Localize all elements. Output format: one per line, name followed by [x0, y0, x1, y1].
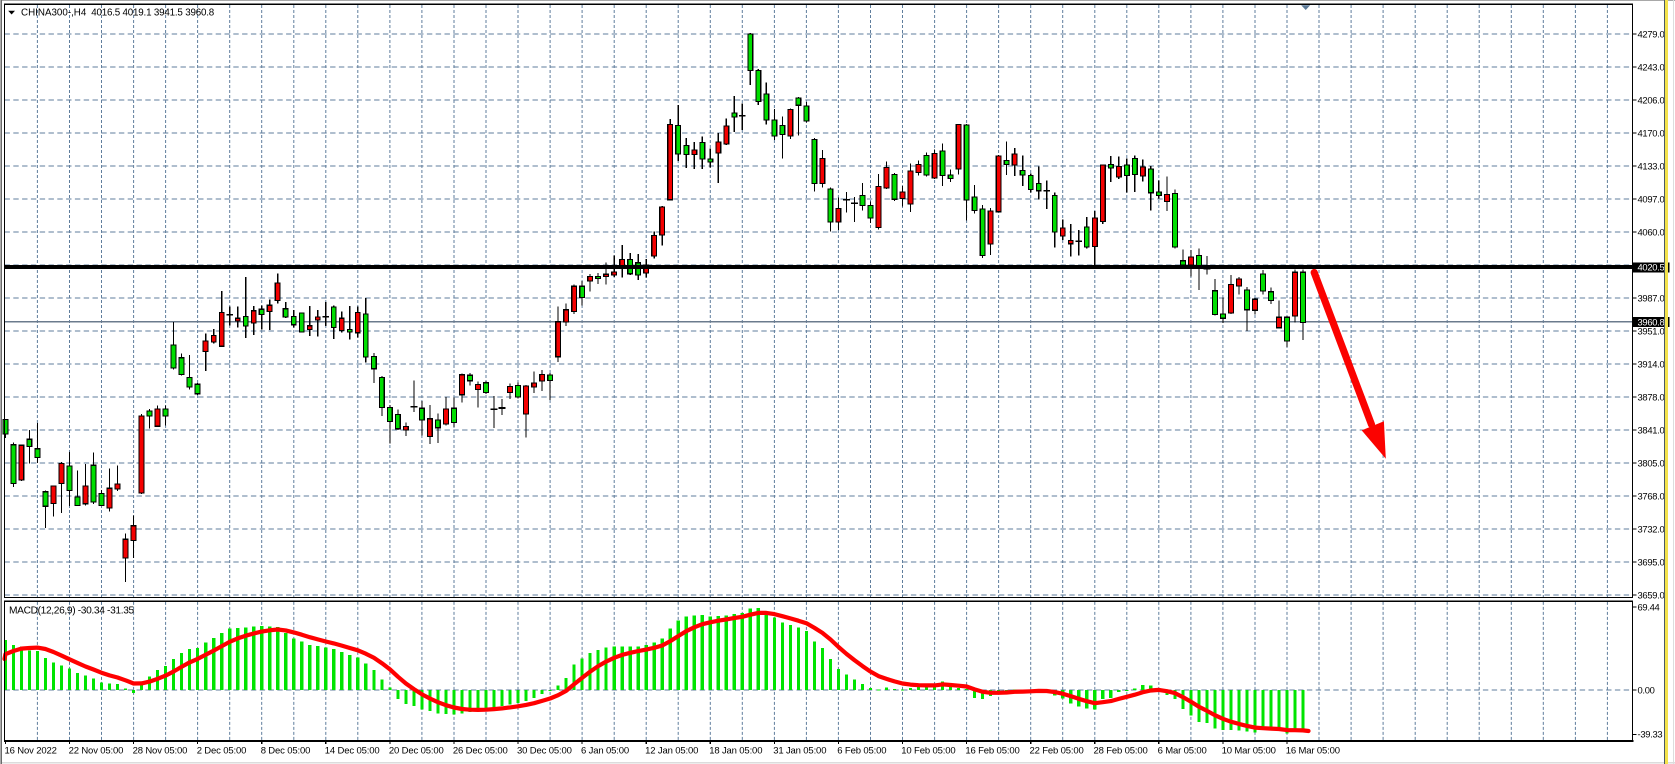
svg-text:8 Dec 05:00: 8 Dec 05:00 [261, 746, 311, 757]
svg-text:12 Jan 05:00: 12 Jan 05:00 [645, 746, 698, 757]
svg-text:4279.0: 4279.0 [1638, 28, 1665, 39]
svg-text:MACD(12,26,9) -30.34 -31.35: MACD(12,26,9) -30.34 -31.35 [9, 605, 135, 616]
svg-text:4016.5 4019.1 3941.5 3960.8: 4016.5 4019.1 3941.5 3960.8 [91, 7, 215, 18]
svg-text:3805.0: 3805.0 [1638, 457, 1665, 468]
svg-text:22 Nov 05:00: 22 Nov 05:00 [69, 746, 124, 757]
svg-text:18 Jan 05:00: 18 Jan 05:00 [709, 746, 762, 757]
svg-text:3878.0: 3878.0 [1638, 391, 1665, 402]
svg-text:3768.0: 3768.0 [1638, 490, 1665, 501]
svg-text:28 Nov 05:00: 28 Nov 05:00 [133, 746, 188, 757]
svg-text:4097.0: 4097.0 [1638, 193, 1665, 204]
svg-text:3841.0: 3841.0 [1638, 424, 1665, 435]
svg-text:0.00: 0.00 [1638, 684, 1655, 695]
svg-text:3951.0: 3951.0 [1638, 325, 1665, 336]
svg-text:6 Mar 05:00: 6 Mar 05:00 [1158, 746, 1207, 757]
svg-text:3732.0: 3732.0 [1638, 523, 1665, 534]
svg-text:-39.33: -39.33 [1638, 729, 1663, 740]
svg-text:2 Dec 05:00: 2 Dec 05:00 [197, 746, 247, 757]
svg-text:10 Mar 05:00: 10 Mar 05:00 [1222, 746, 1276, 757]
svg-text:26 Dec 05:00: 26 Dec 05:00 [453, 746, 508, 757]
svg-text:6 Jan 05:00: 6 Jan 05:00 [581, 746, 629, 757]
svg-text:20 Dec 05:00: 20 Dec 05:00 [389, 746, 444, 757]
svg-text:22 Feb 05:00: 22 Feb 05:00 [1030, 746, 1084, 757]
svg-text:30 Dec 05:00: 30 Dec 05:00 [517, 746, 572, 757]
svg-text:CHINA300-,H4: CHINA300-,H4 [21, 7, 87, 18]
svg-text:3987.0: 3987.0 [1638, 292, 1665, 303]
svg-text:16 Nov 2022: 16 Nov 2022 [5, 746, 57, 757]
svg-text:3695.0: 3695.0 [1638, 556, 1665, 567]
svg-text:4170.0: 4170.0 [1638, 127, 1665, 138]
svg-text:4060.0: 4060.0 [1638, 226, 1665, 237]
svg-text:6 Feb 05:00: 6 Feb 05:00 [837, 746, 886, 757]
svg-text:31 Jan 05:00: 31 Jan 05:00 [773, 746, 826, 757]
svg-text:16 Mar 05:00: 16 Mar 05:00 [1286, 746, 1340, 757]
svg-text:4243.0: 4243.0 [1638, 61, 1665, 72]
svg-text:3960.8: 3960.8 [1638, 316, 1665, 327]
svg-text:69.44: 69.44 [1638, 601, 1660, 612]
svg-text:14 Dec 05:00: 14 Dec 05:00 [325, 746, 380, 757]
svg-text:10 Feb 05:00: 10 Feb 05:00 [901, 746, 955, 757]
svg-text:3659.0: 3659.0 [1638, 589, 1665, 600]
svg-text:4206.0: 4206.0 [1638, 94, 1665, 105]
svg-text:16 Feb 05:00: 16 Feb 05:00 [965, 746, 1019, 757]
svg-text:4133.0: 4133.0 [1638, 160, 1665, 171]
svg-text:28 Feb 05:00: 28 Feb 05:00 [1094, 746, 1148, 757]
svg-text:3914.0: 3914.0 [1638, 358, 1665, 369]
svg-text:4020.5: 4020.5 [1638, 262, 1665, 273]
